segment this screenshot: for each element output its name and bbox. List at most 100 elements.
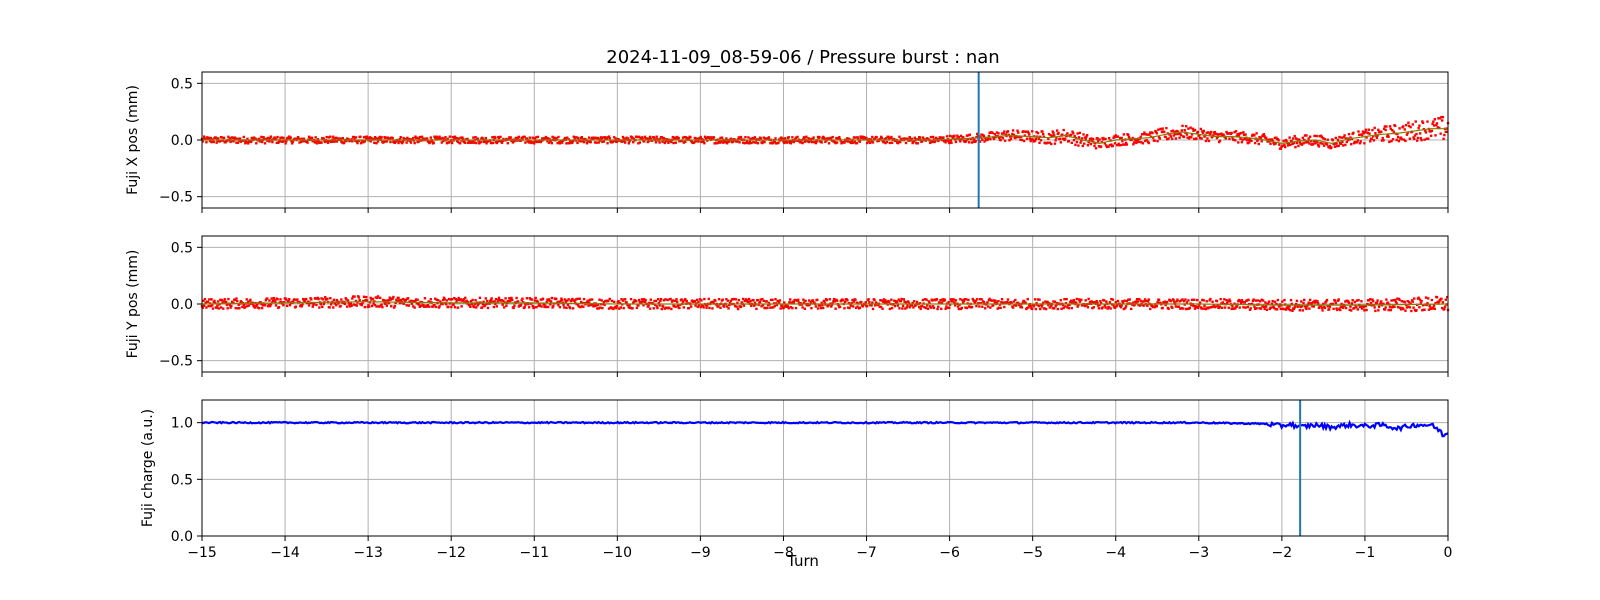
data-point bbox=[907, 139, 911, 142]
data-point bbox=[673, 136, 677, 139]
data-point bbox=[208, 139, 212, 143]
data-point bbox=[1030, 137, 1033, 141]
data-point bbox=[948, 141, 951, 145]
data-point bbox=[592, 305, 595, 308]
data-point bbox=[1392, 299, 1395, 302]
data-point bbox=[1321, 142, 1324, 145]
data-point bbox=[1157, 298, 1161, 302]
data-point bbox=[1369, 298, 1372, 301]
data-point bbox=[1308, 135, 1312, 138]
data-point bbox=[288, 297, 291, 301]
data-point bbox=[610, 299, 614, 303]
data-point bbox=[1218, 139, 1222, 142]
data-point bbox=[1047, 132, 1051, 136]
data-point bbox=[422, 303, 425, 307]
data-point bbox=[656, 306, 659, 310]
data-point bbox=[425, 137, 429, 140]
data-point bbox=[357, 139, 361, 142]
data-point bbox=[643, 140, 646, 143]
data-point bbox=[1426, 297, 1430, 300]
y-axis-label: Fuji charge (a.u.) bbox=[140, 409, 156, 527]
data-point bbox=[361, 301, 364, 305]
data-point bbox=[1145, 138, 1148, 142]
data-point bbox=[581, 140, 584, 143]
data-point bbox=[929, 306, 933, 309]
data-point bbox=[1206, 131, 1210, 134]
data-point bbox=[1098, 303, 1101, 307]
data-point bbox=[301, 303, 304, 306]
data-point bbox=[1029, 139, 1032, 143]
data-point bbox=[714, 299, 717, 302]
data-point bbox=[1303, 298, 1306, 302]
data-point bbox=[333, 137, 336, 140]
data-point bbox=[590, 303, 593, 306]
data-point bbox=[272, 296, 276, 300]
data-point bbox=[757, 303, 760, 307]
data-point bbox=[1366, 302, 1369, 306]
data-point bbox=[627, 306, 631, 309]
data-point bbox=[636, 135, 639, 139]
data-point bbox=[1196, 306, 1200, 310]
data-point bbox=[796, 135, 799, 139]
data-point bbox=[1328, 144, 1332, 148]
data-point bbox=[256, 306, 259, 309]
data-point bbox=[942, 136, 945, 139]
data-point bbox=[965, 306, 969, 310]
data-point bbox=[454, 297, 457, 301]
data-point bbox=[382, 299, 386, 302]
data-point bbox=[318, 306, 321, 309]
data-point bbox=[696, 137, 699, 141]
data-point bbox=[995, 131, 999, 134]
data-point bbox=[902, 298, 906, 301]
data-point bbox=[779, 307, 782, 310]
data-point bbox=[227, 297, 230, 301]
data-point bbox=[288, 135, 291, 138]
data-point bbox=[1183, 128, 1186, 132]
data-point bbox=[1010, 302, 1013, 305]
data-point bbox=[1197, 304, 1200, 307]
data-point bbox=[867, 140, 870, 143]
data-point bbox=[765, 300, 768, 303]
data-point bbox=[372, 302, 375, 305]
data-point bbox=[1359, 305, 1362, 309]
data-point bbox=[737, 136, 741, 139]
data-point bbox=[1167, 307, 1170, 311]
data-point bbox=[773, 304, 776, 308]
data-point bbox=[375, 142, 378, 145]
data-point bbox=[314, 297, 317, 300]
data-point bbox=[939, 137, 942, 141]
data-point bbox=[1179, 307, 1182, 310]
data-point bbox=[587, 140, 590, 143]
data-point bbox=[1147, 298, 1150, 301]
data-point bbox=[1305, 305, 1309, 308]
data-point bbox=[954, 140, 958, 144]
data-point bbox=[1080, 139, 1083, 142]
data-point bbox=[1153, 305, 1156, 309]
data-point bbox=[671, 299, 675, 302]
data-point bbox=[680, 298, 683, 301]
data-point bbox=[447, 141, 451, 144]
data-point bbox=[593, 136, 596, 139]
data-point bbox=[1421, 120, 1424, 123]
data-point bbox=[1349, 305, 1352, 308]
data-point bbox=[1046, 141, 1049, 144]
data-point bbox=[1275, 136, 1278, 139]
data-point bbox=[1269, 142, 1272, 145]
data-point bbox=[1076, 305, 1079, 308]
data-point bbox=[788, 298, 792, 301]
data-point bbox=[1389, 308, 1392, 312]
data-point bbox=[689, 136, 692, 139]
data-point bbox=[1321, 309, 1324, 312]
data-point bbox=[442, 296, 446, 300]
data-point bbox=[1240, 140, 1244, 144]
data-point bbox=[1022, 139, 1026, 143]
data-point bbox=[1033, 304, 1036, 307]
data-point bbox=[370, 298, 373, 301]
data-point bbox=[1096, 137, 1099, 140]
data-point bbox=[568, 305, 571, 309]
data-point bbox=[417, 303, 421, 306]
data-point bbox=[897, 298, 900, 301]
data-point bbox=[843, 307, 846, 310]
data-point bbox=[1209, 130, 1213, 134]
